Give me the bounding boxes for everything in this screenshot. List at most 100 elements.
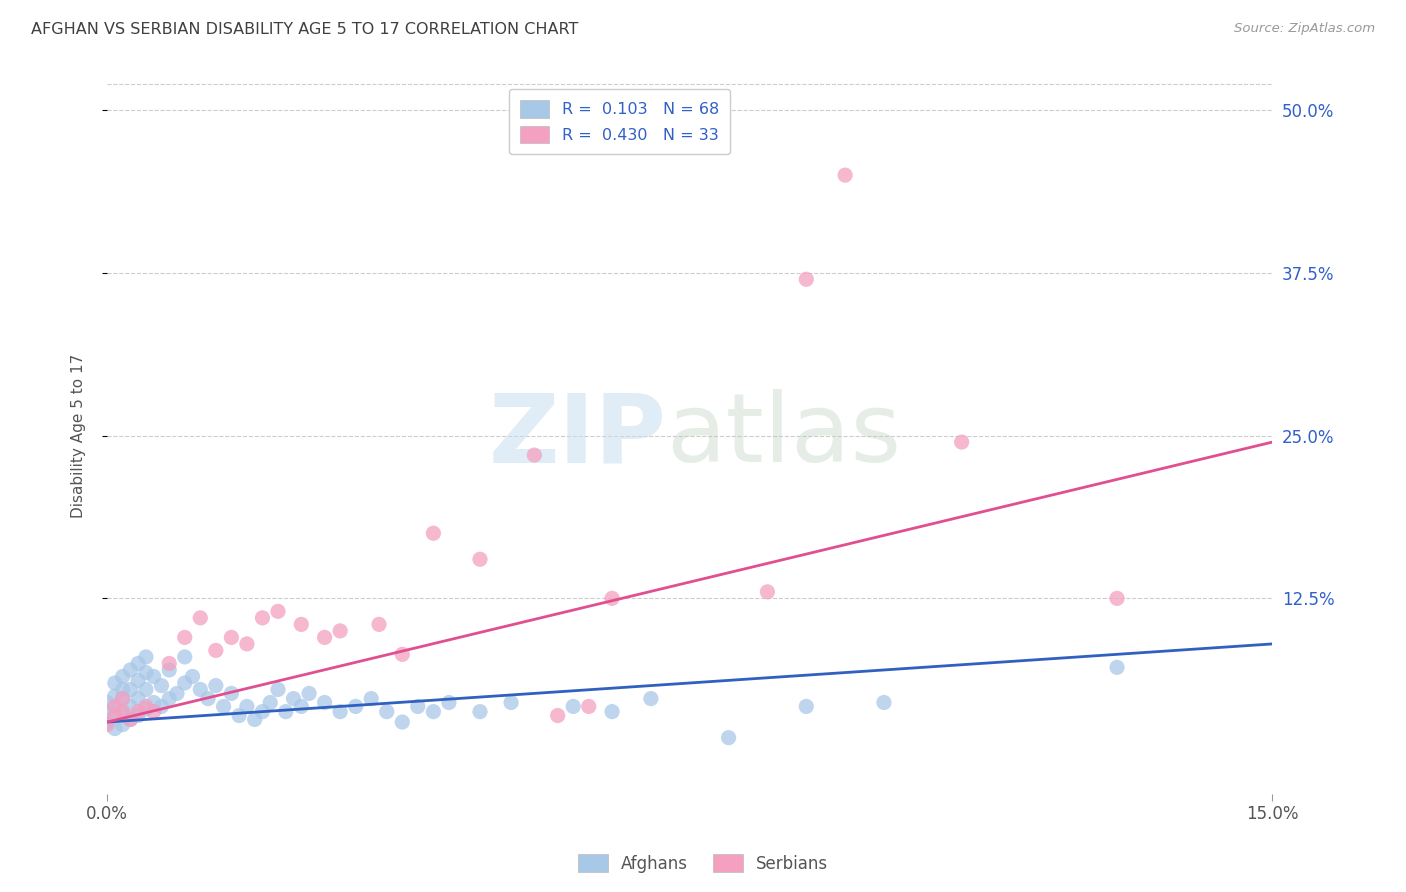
Point: [243, 713, 266, 727]
Point: [267, 604, 290, 618]
Point: [120, 663, 142, 677]
Point: [166, 686, 188, 700]
Point: [468, 705, 491, 719]
Y-axis label: Disability Age 5 to 17: Disability Age 5 to 17: [72, 353, 86, 517]
Point: [547, 708, 569, 723]
Point: [104, 676, 127, 690]
Point: [368, 617, 391, 632]
Point: [173, 649, 195, 664]
Point: [120, 713, 142, 727]
Point: [228, 708, 250, 723]
Point: [290, 699, 312, 714]
Point: [205, 679, 228, 693]
Point: [1105, 660, 1128, 674]
Point: [127, 708, 149, 723]
Point: [104, 708, 127, 723]
Point: [298, 686, 321, 700]
Point: [834, 168, 856, 182]
Point: [756, 584, 779, 599]
Point: [150, 699, 173, 714]
Point: [329, 624, 352, 638]
Point: [111, 691, 134, 706]
Point: [422, 526, 444, 541]
Point: [360, 691, 382, 706]
Point: [135, 649, 157, 664]
Point: [236, 699, 259, 714]
Point: [794, 272, 817, 286]
Point: [188, 682, 211, 697]
Point: [111, 691, 134, 706]
Point: [142, 669, 165, 683]
Point: [344, 699, 367, 714]
Point: [468, 552, 491, 566]
Point: [562, 699, 585, 714]
Point: [111, 705, 134, 719]
Point: [120, 682, 142, 697]
Point: [1105, 591, 1128, 606]
Point: [181, 669, 204, 683]
Point: [391, 714, 413, 729]
Point: [290, 617, 312, 632]
Point: [600, 705, 623, 719]
Point: [873, 696, 896, 710]
Point: [135, 682, 157, 697]
Point: [221, 686, 243, 700]
Point: [794, 699, 817, 714]
Point: [197, 691, 219, 706]
Point: [640, 691, 662, 706]
Text: atlas: atlas: [666, 389, 901, 482]
Point: [127, 691, 149, 706]
Point: [135, 665, 157, 680]
Point: [96, 696, 118, 710]
Text: Source: ZipAtlas.com: Source: ZipAtlas.com: [1234, 22, 1375, 36]
Point: [375, 705, 398, 719]
Point: [104, 708, 127, 723]
Point: [150, 679, 173, 693]
Point: [391, 648, 413, 662]
Point: [120, 699, 142, 714]
Point: [252, 705, 274, 719]
Point: [329, 705, 352, 719]
Legend: Afghans, Serbians: Afghans, Serbians: [571, 847, 835, 880]
Point: [499, 696, 522, 710]
Text: AFGHAN VS SERBIAN DISABILITY AGE 5 TO 17 CORRELATION CHART: AFGHAN VS SERBIAN DISABILITY AGE 5 TO 17…: [31, 22, 578, 37]
Point: [267, 682, 290, 697]
Point: [600, 591, 623, 606]
Point: [104, 722, 127, 736]
Point: [578, 699, 600, 714]
Point: [283, 691, 305, 706]
Point: [221, 631, 243, 645]
Point: [314, 696, 336, 710]
Point: [173, 631, 195, 645]
Point: [104, 699, 127, 714]
Point: [111, 717, 134, 731]
Point: [212, 699, 235, 714]
Point: [157, 663, 180, 677]
Point: [437, 696, 460, 710]
Point: [314, 631, 336, 645]
Point: [135, 699, 157, 714]
Point: [252, 611, 274, 625]
Point: [523, 448, 546, 462]
Point: [104, 699, 127, 714]
Point: [157, 657, 180, 671]
Point: [142, 705, 165, 719]
Point: [104, 689, 127, 703]
Legend: R =  0.103   N = 68, R =  0.430   N = 33: R = 0.103 N = 68, R = 0.430 N = 33: [509, 89, 730, 154]
Point: [950, 435, 973, 450]
Point: [120, 713, 142, 727]
Point: [205, 643, 228, 657]
Point: [111, 669, 134, 683]
Point: [135, 702, 157, 716]
Point: [127, 657, 149, 671]
Point: [259, 696, 281, 710]
Point: [717, 731, 740, 745]
Point: [142, 696, 165, 710]
Point: [157, 691, 180, 706]
Point: [96, 717, 118, 731]
Text: ZIP: ZIP: [488, 389, 666, 482]
Point: [173, 676, 195, 690]
Point: [188, 611, 211, 625]
Point: [274, 705, 297, 719]
Point: [406, 699, 429, 714]
